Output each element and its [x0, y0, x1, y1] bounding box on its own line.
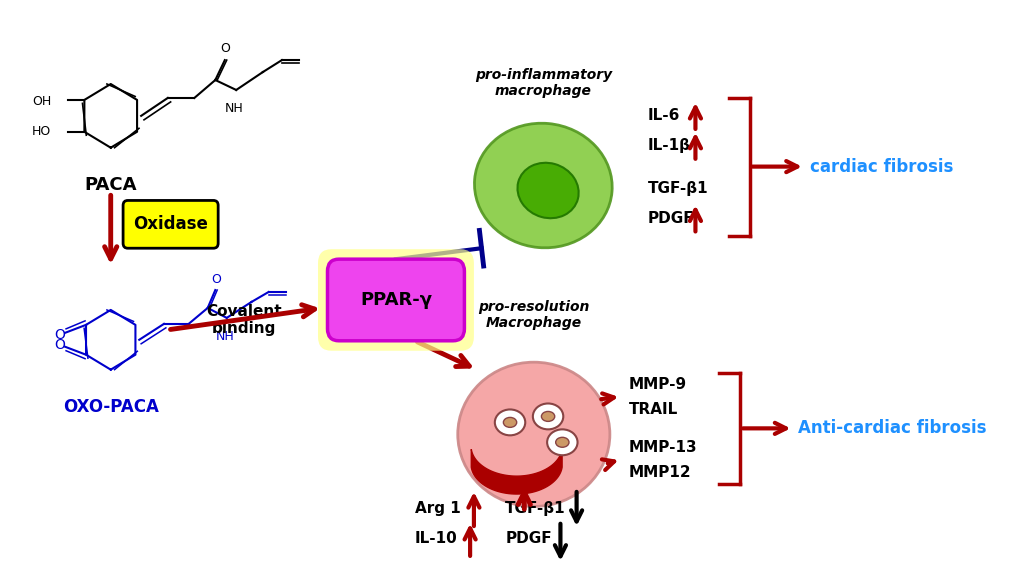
Text: MMP12: MMP12: [629, 465, 691, 480]
Text: O: O: [211, 273, 221, 286]
Ellipse shape: [517, 163, 578, 218]
Text: NH: NH: [215, 330, 234, 343]
Ellipse shape: [546, 429, 577, 455]
Text: PDGF: PDGF: [647, 211, 694, 226]
FancyBboxPatch shape: [327, 259, 464, 341]
Ellipse shape: [555, 437, 569, 447]
Text: O: O: [54, 328, 65, 342]
Text: PDGF: PDGF: [504, 532, 551, 546]
Text: TGF-β1: TGF-β1: [504, 502, 566, 516]
Text: TGF-β1: TGF-β1: [647, 181, 708, 196]
Text: Oxidase: Oxidase: [133, 215, 208, 233]
Text: OH: OH: [32, 95, 51, 108]
Text: NH: NH: [225, 102, 244, 115]
Text: OXO-PACA: OXO-PACA: [63, 397, 159, 416]
Text: Arg 1: Arg 1: [415, 502, 461, 516]
Text: O: O: [220, 42, 229, 55]
Text: Anti-cardiac fibrosis: Anti-cardiac fibrosis: [797, 419, 985, 437]
Text: pro-resolution
Macrophage: pro-resolution Macrophage: [478, 300, 589, 330]
Ellipse shape: [458, 362, 609, 506]
Text: pro-inflammatory
macrophage: pro-inflammatory macrophage: [474, 68, 611, 98]
Text: IL-6: IL-6: [647, 108, 680, 123]
FancyBboxPatch shape: [318, 249, 474, 350]
Text: HO: HO: [32, 125, 51, 138]
Text: MMP-13: MMP-13: [629, 440, 697, 455]
Ellipse shape: [532, 403, 562, 429]
Polygon shape: [471, 449, 561, 494]
Text: TRAIL: TRAIL: [629, 402, 678, 417]
Text: PPAR-γ: PPAR-γ: [360, 291, 431, 309]
Text: cardiac fibrosis: cardiac fibrosis: [809, 158, 952, 176]
Ellipse shape: [503, 417, 517, 427]
Text: Covalent
binding: Covalent binding: [206, 303, 281, 336]
Text: IL-1β: IL-1β: [647, 138, 690, 153]
Text: MMP-9: MMP-9: [629, 377, 687, 392]
Ellipse shape: [541, 412, 554, 422]
Ellipse shape: [494, 409, 525, 435]
Text: PACA: PACA: [85, 176, 137, 193]
Ellipse shape: [474, 123, 611, 248]
FancyBboxPatch shape: [123, 201, 218, 248]
Text: O: O: [54, 338, 65, 352]
Text: IL-10: IL-10: [415, 532, 458, 546]
